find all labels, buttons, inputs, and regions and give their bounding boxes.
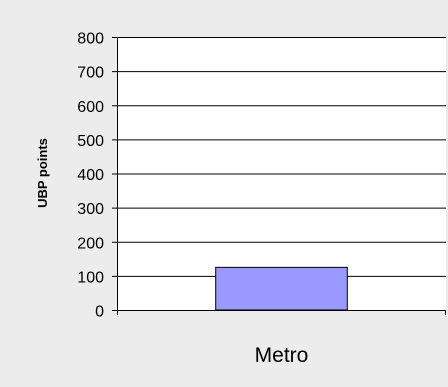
y-tick-label-0: 0 — [95, 304, 104, 321]
y-tick-label-100: 100 — [77, 269, 104, 286]
grid-lines — [117, 37, 446, 277]
bar-metro — [215, 266, 348, 311]
axes — [112, 37, 446, 315]
y-tick-label-700: 700 — [77, 65, 104, 82]
bars — [215, 266, 348, 311]
y-tick-label-300: 300 — [77, 201, 104, 218]
y-tick-labels: 0 100 200 300 400 500 600 700 800 — [77, 31, 104, 321]
x-category-label-metro: Metro — [255, 344, 309, 367]
x-category-labels: Metro — [255, 344, 309, 367]
y-tick-label-800: 800 — [77, 31, 104, 48]
y-tick-label-600: 600 — [77, 99, 104, 116]
y-tick-label-200: 200 — [77, 235, 104, 252]
y-tick-label-500: 500 — [77, 133, 104, 150]
y-tick-label-400: 400 — [77, 167, 104, 184]
y-axis-title: UBP points — [35, 138, 50, 208]
